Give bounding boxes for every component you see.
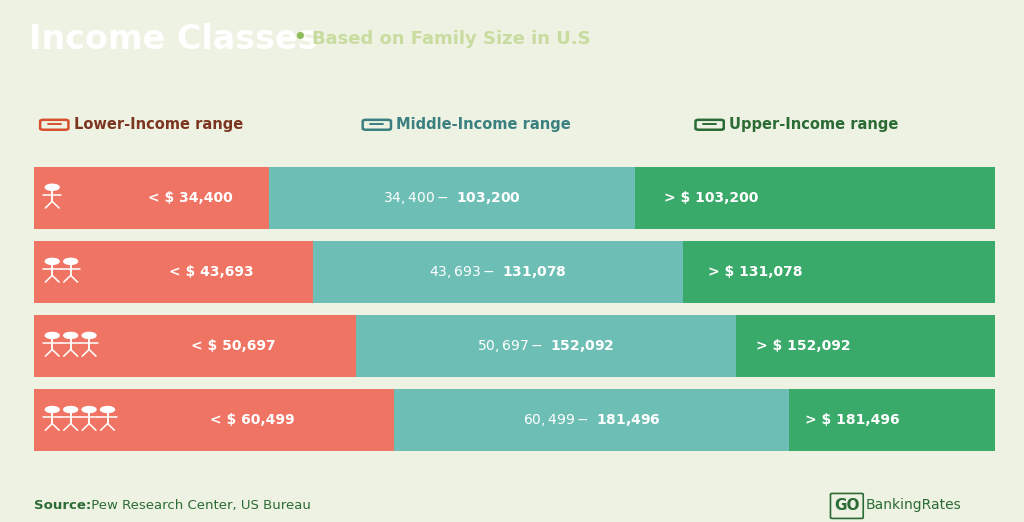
Text: Middle-Income range: Middle-Income range	[396, 117, 571, 132]
Text: $34,400 - $ 103,200: $34,400 - $ 103,200	[383, 190, 521, 206]
Text: < $ 60,499: < $ 60,499	[210, 413, 295, 427]
Circle shape	[63, 258, 78, 264]
Bar	[356, 315, 735, 377]
Bar	[635, 167, 995, 229]
Text: Lower-Income range: Lower-Income range	[74, 117, 243, 132]
Text: < $ 50,697: < $ 50,697	[190, 339, 275, 353]
Bar	[34, 315, 356, 377]
Bar	[394, 389, 788, 451]
Text: Upper-Income range: Upper-Income range	[729, 117, 898, 132]
Text: > $ 152,092: > $ 152,092	[757, 339, 851, 353]
Text: > $ 131,078: > $ 131,078	[708, 265, 803, 279]
Bar	[788, 389, 995, 451]
Circle shape	[82, 407, 96, 412]
Circle shape	[45, 184, 59, 191]
Text: > $ 181,496: > $ 181,496	[805, 413, 900, 427]
Text: $ 50,697 - $ 152,092: $ 50,697 - $ 152,092	[477, 338, 614, 354]
Circle shape	[45, 258, 59, 264]
Circle shape	[45, 407, 59, 412]
Circle shape	[45, 333, 59, 338]
Circle shape	[63, 407, 78, 412]
Text: $43,693 - $ 131,078: $43,693 - $ 131,078	[429, 264, 566, 280]
Bar	[34, 167, 269, 229]
Bar	[683, 241, 995, 303]
Text: •: •	[292, 26, 306, 50]
Text: Source:: Source:	[34, 499, 91, 512]
Text: < $ 34,400: < $ 34,400	[147, 191, 232, 205]
Bar	[34, 241, 312, 303]
Bar	[34, 389, 394, 451]
Circle shape	[100, 407, 115, 412]
Circle shape	[82, 333, 96, 338]
Text: Income Classes: Income Classes	[29, 23, 317, 56]
Text: < $ 43,693: < $ 43,693	[169, 265, 254, 279]
Text: Pew Research Center, US Bureau: Pew Research Center, US Bureau	[87, 499, 311, 512]
Text: Based on Family Size in U.S: Based on Family Size in U.S	[312, 30, 591, 49]
Text: > $ 103,200: > $ 103,200	[664, 191, 758, 205]
Bar	[735, 315, 995, 377]
Text: BankingRates: BankingRates	[865, 498, 962, 512]
Text: $ 60,499 - $ 181,496: $ 60,499 - $ 181,496	[522, 412, 660, 428]
Bar	[269, 167, 635, 229]
Bar	[312, 241, 683, 303]
Circle shape	[63, 333, 78, 338]
Text: GO: GO	[835, 497, 860, 513]
